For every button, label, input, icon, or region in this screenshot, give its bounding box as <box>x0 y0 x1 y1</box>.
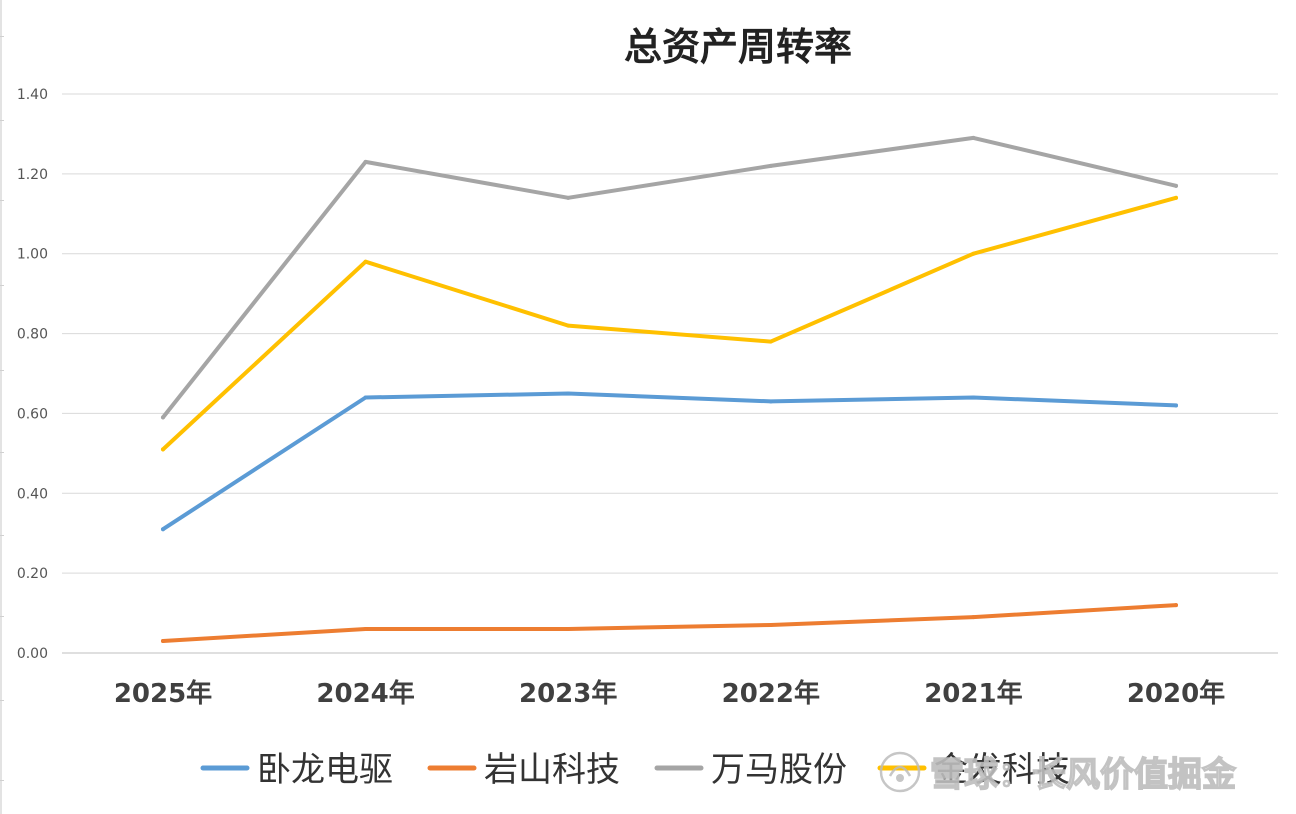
x-tick-label: 2020年 <box>1127 678 1225 709</box>
y-axis: 0.00 0.20 0.40 0.60 0.80 1.00 1.20 1.40 <box>17 87 48 662</box>
snowball-logo-icon <box>879 751 921 793</box>
y-tick-label: 0.20 <box>17 566 48 582</box>
sheet-edge-line <box>0 0 2 814</box>
data-point <box>363 627 368 632</box>
legend-label: 岩山科技 <box>484 750 620 790</box>
data-point <box>566 391 571 396</box>
sheet-edge-tick <box>0 780 4 781</box>
sheet-edge-tick <box>0 285 4 286</box>
series-line-3 <box>161 135 1178 420</box>
data-point <box>566 627 571 632</box>
legend-label: 金发科技 <box>934 750 1070 790</box>
sheet-edge-tick <box>0 535 4 536</box>
data-point <box>363 395 368 400</box>
data-point <box>363 159 368 164</box>
data-point <box>161 639 165 644</box>
x-tick-label: 2025年 <box>114 678 212 709</box>
data-point <box>161 415 165 420</box>
x-tick-label: 2021年 <box>924 678 1022 709</box>
watermark: 雪球：长风价值掘金 <box>879 751 1238 796</box>
data-point <box>768 339 773 344</box>
legend-label: 万马股份 <box>711 750 847 790</box>
data-point <box>566 195 571 200</box>
data-point <box>768 163 773 168</box>
series-line-2 <box>161 603 1178 643</box>
y-tick-label: 1.40 <box>17 87 48 103</box>
y-tick-label: 0.60 <box>17 406 48 422</box>
sheet-edge-tick <box>0 616 4 617</box>
data-point <box>971 251 976 256</box>
legend-label: 卧龙电驱 <box>257 750 393 790</box>
data-point <box>1174 195 1178 200</box>
gridlines <box>62 93 1278 654</box>
series-line-1 <box>161 391 1178 532</box>
data-point <box>971 615 976 620</box>
series-line-4 <box>161 195 1178 452</box>
x-tick-label: 2022年 <box>722 678 820 709</box>
sheet-edge-tick <box>0 700 4 701</box>
sheet-edge-tick <box>0 370 4 371</box>
sheet-edge-tick <box>0 200 4 201</box>
data-point <box>161 527 165 532</box>
data-point <box>971 135 976 140</box>
sheet-edge-tick <box>0 452 4 453</box>
chart-title: 总资产周转率 <box>624 24 852 69</box>
data-point <box>161 447 165 452</box>
data-point <box>971 395 976 400</box>
y-tick-label: 0.80 <box>17 327 48 343</box>
sheet-edge-tick <box>0 36 4 37</box>
series-lines <box>161 135 1178 644</box>
data-point <box>363 259 368 264</box>
y-tick-label: 0.00 <box>17 646 48 662</box>
legend: 卧龙电驱 岩山科技 万马股份 金发科技 <box>200 750 1070 790</box>
y-tick-label: 1.20 <box>17 167 48 183</box>
data-point <box>1174 183 1178 188</box>
data-point <box>1174 603 1178 608</box>
x-axis: 2025年 2024年 2023年 2022年 2021年 2020年 <box>114 678 1225 709</box>
watermark-text: 雪球：长风价值掘金 <box>930 755 1237 795</box>
y-tick-label: 1.00 <box>17 247 48 263</box>
x-tick-label: 2023年 <box>519 678 617 709</box>
sheet-edge-tick <box>0 120 4 121</box>
data-point <box>768 399 773 404</box>
data-point <box>768 623 773 628</box>
data-point <box>566 323 571 328</box>
data-point <box>1174 403 1178 408</box>
x-tick-label: 2024年 <box>316 678 414 709</box>
y-tick-label: 0.40 <box>17 486 48 502</box>
